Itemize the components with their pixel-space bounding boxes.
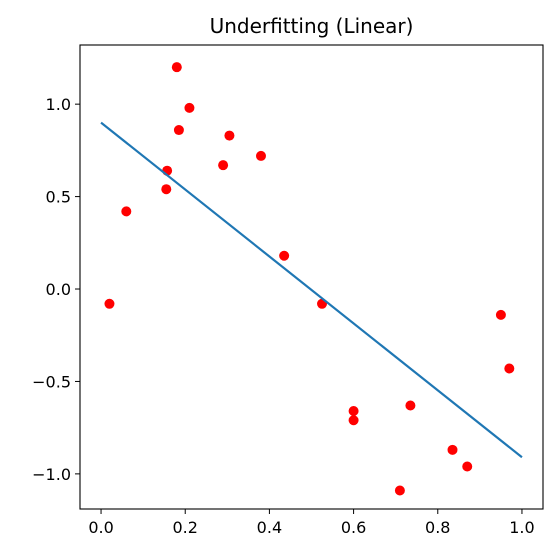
- data-point: [104, 298, 115, 309]
- y-tick-label: 1.0: [46, 95, 71, 114]
- data-point: [184, 102, 195, 113]
- x-tick-label: 0.0: [88, 518, 113, 537]
- data-point: [171, 62, 182, 73]
- data-point: [348, 415, 359, 426]
- axes-frame: [79, 44, 544, 510]
- data-point: [173, 125, 184, 136]
- data-point: [405, 400, 416, 411]
- data-point: [255, 150, 266, 161]
- x-tick-label: 0.2: [173, 518, 198, 537]
- x-tick-label: 0.6: [341, 518, 366, 537]
- data-point: [224, 130, 235, 141]
- y-tick-label: 0.0: [46, 280, 71, 299]
- axes: 0.0 0.2 0.4 0.6 0.8 1.0 −1.0 −0.5 0.0 0.5 1.0: [32, 44, 544, 537]
- fit-line: [100, 121, 523, 459]
- y-tick-label: 0.5: [46, 188, 71, 207]
- plot-area: [100, 62, 523, 496]
- data-point: [218, 160, 229, 171]
- data-point: [447, 444, 458, 455]
- x-tick-label: 0.4: [257, 518, 282, 537]
- x-tick-label: 1.0: [509, 518, 534, 537]
- y-tick-label: −0.5: [32, 372, 71, 391]
- data-point: [462, 461, 473, 472]
- data-point: [394, 485, 405, 496]
- y-tick-label: −1.0: [32, 465, 71, 484]
- data-point: [348, 406, 359, 417]
- x-tick-label: 0.8: [425, 518, 450, 537]
- chart-title: Underfitting (Linear): [210, 14, 414, 38]
- data-point: [279, 250, 290, 261]
- data-point: [161, 184, 172, 195]
- data-point: [504, 363, 515, 374]
- data-point: [495, 309, 506, 320]
- data-point: [121, 206, 132, 217]
